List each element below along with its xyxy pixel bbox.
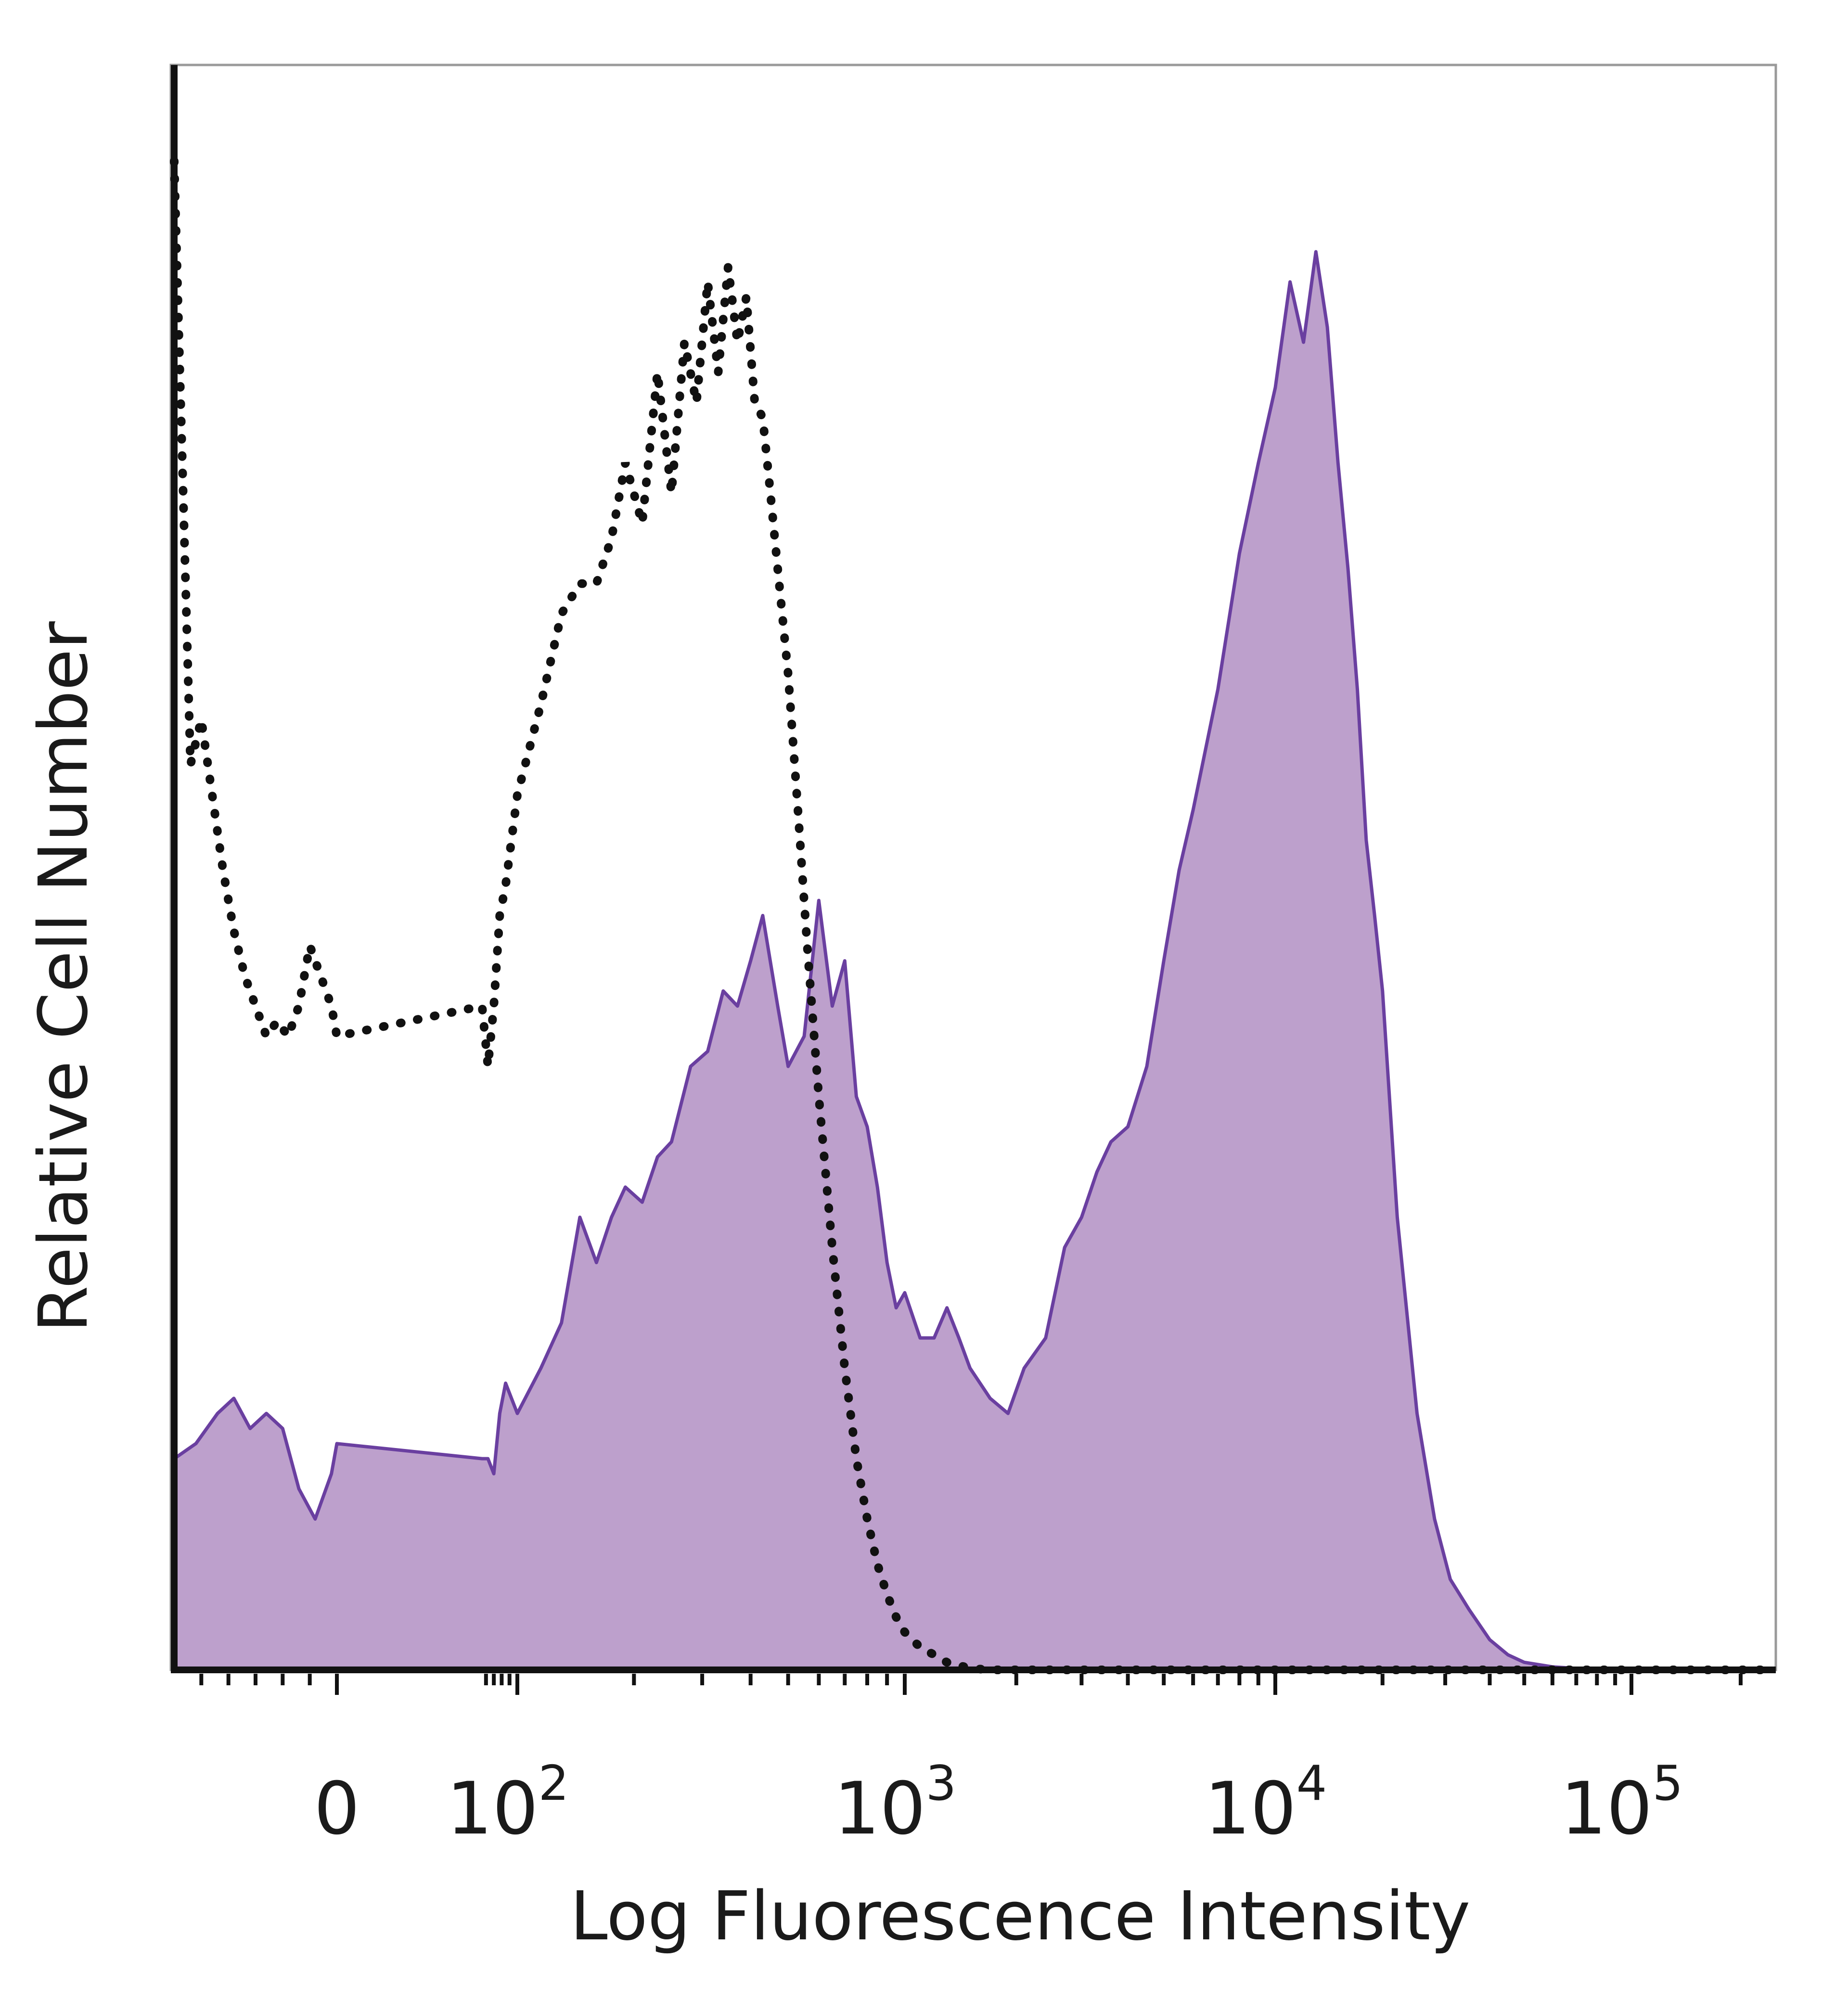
series-layer — [170, 157, 1780, 1674]
series-0-area — [174, 252, 1776, 1670]
x-tick-label-exponent: 4 — [1296, 1755, 1327, 1811]
x-tick-label: 0 — [314, 1767, 359, 1851]
x-axis-title: Log Fluorescence Intensity — [570, 1877, 1471, 1956]
x-tick-label: 103 — [834, 1755, 957, 1851]
x-tick-label-base: 10 — [1205, 1767, 1296, 1851]
x-tick-label-exponent: 3 — [926, 1755, 957, 1811]
x-tick-label-exponent: 5 — [1653, 1755, 1683, 1811]
x-tick-label: 104 — [1205, 1755, 1327, 1851]
series-1-dotted-line — [170, 157, 1780, 1674]
y-axis-title: Relative Cell Number — [25, 621, 103, 1333]
x-tick-label: 105 — [1561, 1755, 1683, 1851]
x-tick-label-base: 10 — [447, 1767, 539, 1851]
x-tick-label-base: 0 — [314, 1767, 359, 1851]
x-tick-label-base: 10 — [1561, 1767, 1653, 1851]
x-tick-layer: 0 102 103 104 105 — [199, 1674, 1743, 1851]
series-0-line — [173, 250, 1776, 1672]
x-tick-label-exponent: 2 — [539, 1755, 569, 1811]
x-tick-label: 102 — [447, 1755, 569, 1851]
x-tick-label-base: 10 — [834, 1767, 926, 1851]
